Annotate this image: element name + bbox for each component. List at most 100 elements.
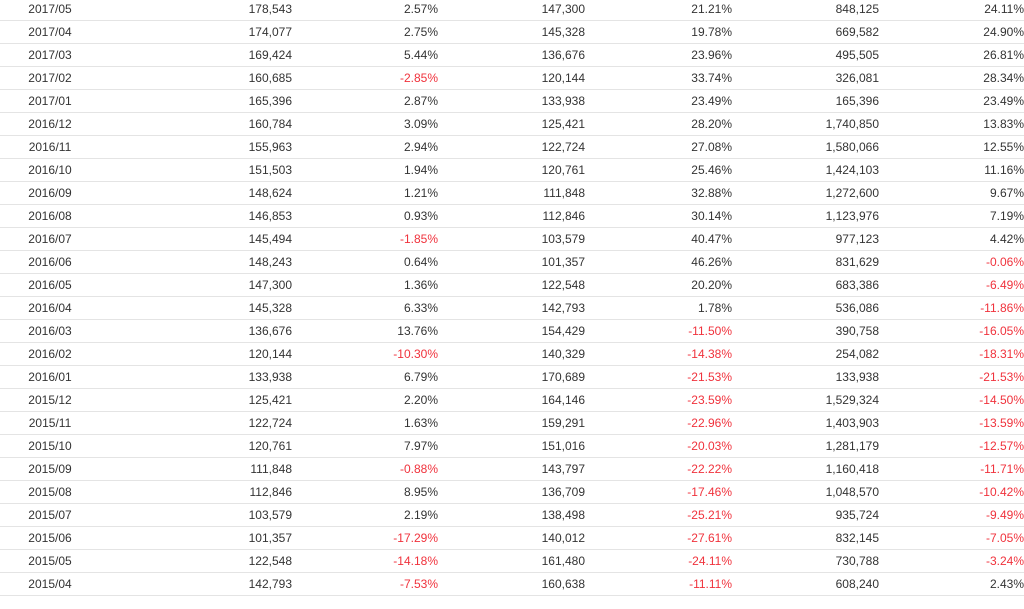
table-row: 2017/03 169,424 5.44% 136,676 23.96% 495,505 2… [0, 43, 1024, 67]
value-a-cell: 160,685 [100, 66, 292, 90]
value-b-cell: 160,638 [438, 572, 585, 596]
change-a-cell: 1.63% [292, 411, 438, 435]
value-a-cell: 120,144 [100, 342, 292, 366]
cumulative-cell: 977,123 [732, 227, 879, 251]
value-b-cell: 136,709 [438, 480, 585, 504]
change-a-cell: 1.21% [292, 181, 438, 205]
month-cell: 2017/03 [0, 43, 100, 67]
cumulative-cell: 831,629 [732, 250, 879, 274]
table-row: 2016/02 120,144 -10.30% 140,329 -14.38% 254,0… [0, 342, 1024, 366]
value-a-cell: 133,938 [100, 365, 292, 389]
change-b-cell: 23.49% [585, 89, 732, 113]
cumulative-cell: 1,740,850 [732, 112, 879, 136]
cumulative-change-cell: -9.49% [879, 503, 1024, 527]
cumulative-change-cell: 23.49% [879, 89, 1024, 113]
value-b-cell: 143,797 [438, 457, 585, 481]
cumulative-change-cell: -13.59% [879, 411, 1024, 435]
value-a-cell: 178,543 [100, 0, 292, 21]
value-b-cell: 138,498 [438, 503, 585, 527]
value-b-cell: 112,846 [438, 204, 585, 228]
value-a-cell: 169,424 [100, 43, 292, 67]
change-a-cell: -1.85% [292, 227, 438, 251]
cumulative-cell: 1,281,179 [732, 434, 879, 458]
table-row: 2016/08 146,853 0.93% 112,846 30.14% 1,123,97… [0, 204, 1024, 228]
value-b-cell: 120,144 [438, 66, 585, 90]
value-b-cell: 103,579 [438, 227, 585, 251]
change-a-cell: -0.88% [292, 457, 438, 481]
month-cell: 2015/04 [0, 572, 100, 596]
change-a-cell: 13.76% [292, 319, 438, 343]
change-a-cell: 2.87% [292, 89, 438, 113]
change-a-cell: 6.79% [292, 365, 438, 389]
table-row: 2016/04 145,328 6.33% 142,793 1.78% 536,086 -1… [0, 296, 1024, 320]
cumulative-change-cell: 7.19% [879, 204, 1024, 228]
value-a-cell: 148,624 [100, 181, 292, 205]
table-row: 2016/03 136,676 13.76% 154,429 -11.50% 390,75… [0, 319, 1024, 343]
table-row: 2016/05 147,300 1.36% 122,548 20.20% 683,386-… [0, 273, 1024, 297]
month-cell: 2016/04 [0, 296, 100, 320]
value-a-cell: 155,963 [100, 135, 292, 159]
cumulative-change-cell: 12.55% [879, 135, 1024, 159]
change-b-cell: -22.96% [585, 411, 732, 435]
cumulative-change-cell: -3.24% [879, 549, 1024, 573]
change-b-cell: 40.47% [585, 227, 732, 251]
change-b-cell: 27.08% [585, 135, 732, 159]
cumulative-change-cell: -18.31% [879, 342, 1024, 366]
change-b-cell: 33.74% [585, 66, 732, 90]
cumulative-cell: 669,582 [732, 20, 879, 44]
change-a-cell: 3.09% [292, 112, 438, 136]
change-a-cell: -10.30% [292, 342, 438, 366]
cumulative-cell: 1,424,103 [732, 158, 879, 182]
month-cell: 2017/04 [0, 20, 100, 44]
change-b-cell: -20.03% [585, 434, 732, 458]
change-b-cell: -21.53% [585, 365, 732, 389]
table-row: 2015/11 122,724 1.63% 159,291 -22.96% 1,403,9… [0, 411, 1024, 435]
cumulative-change-cell: 13.83% [879, 112, 1024, 136]
cumulative-change-cell: 4.42% [879, 227, 1024, 251]
month-cell: 2017/01 [0, 89, 100, 113]
month-cell: 2016/01 [0, 365, 100, 389]
change-a-cell: -17.29% [292, 526, 438, 550]
value-b-cell: 147,300 [438, 0, 585, 21]
cumulative-cell: 133,938 [732, 365, 879, 389]
value-b-cell: 122,548 [438, 273, 585, 297]
table-body: 2017/05 178,543 2.57% 147,300 21.21% 848,125 2… [0, 0, 1024, 596]
change-a-cell: -2.85% [292, 66, 438, 90]
change-b-cell: -24.11% [585, 549, 732, 573]
month-cell: 2015/11 [0, 411, 100, 435]
value-a-cell: 160,784 [100, 112, 292, 136]
value-b-cell: 170,689 [438, 365, 585, 389]
cumulative-cell: 1,123,976 [732, 204, 879, 228]
value-b-cell: 122,724 [438, 135, 585, 159]
cumulative-change-cell: -21.53% [879, 365, 1024, 389]
cumulative-cell: 1,403,903 [732, 411, 879, 435]
value-b-cell: 140,012 [438, 526, 585, 550]
cumulative-change-cell: -11.71% [879, 457, 1024, 481]
change-b-cell: -17.46% [585, 480, 732, 504]
value-a-cell: 151,503 [100, 158, 292, 182]
change-b-cell: -23.59% [585, 388, 732, 412]
value-b-cell: 154,429 [438, 319, 585, 343]
cumulative-cell: 390,758 [732, 319, 879, 343]
month-cell: 2016/06 [0, 250, 100, 274]
table-row: 2017/04 174,077 2.75% 145,328 19.78% 669,582 2… [0, 20, 1024, 44]
value-b-cell: 142,793 [438, 296, 585, 320]
change-b-cell: 28.20% [585, 112, 732, 136]
change-a-cell: 2.94% [292, 135, 438, 159]
value-a-cell: 101,357 [100, 526, 292, 550]
cumulative-change-cell: 11.16% [879, 158, 1024, 182]
value-a-cell: 142,793 [100, 572, 292, 596]
month-cell: 2016/07 [0, 227, 100, 251]
cumulative-cell: 1,529,324 [732, 388, 879, 412]
cumulative-cell: 326,081 [732, 66, 879, 90]
change-b-cell: 30.14% [585, 204, 732, 228]
value-a-cell: 174,077 [100, 20, 292, 44]
month-cell: 2015/05 [0, 549, 100, 573]
value-b-cell: 111,848 [438, 181, 585, 205]
cumulative-change-cell: 26.81% [879, 43, 1024, 67]
value-b-cell: 145,328 [438, 20, 585, 44]
month-cell: 2016/03 [0, 319, 100, 343]
change-b-cell: -25.21% [585, 503, 732, 527]
change-a-cell: 2.57% [292, 0, 438, 21]
cumulative-cell: 608,240 [732, 572, 879, 596]
